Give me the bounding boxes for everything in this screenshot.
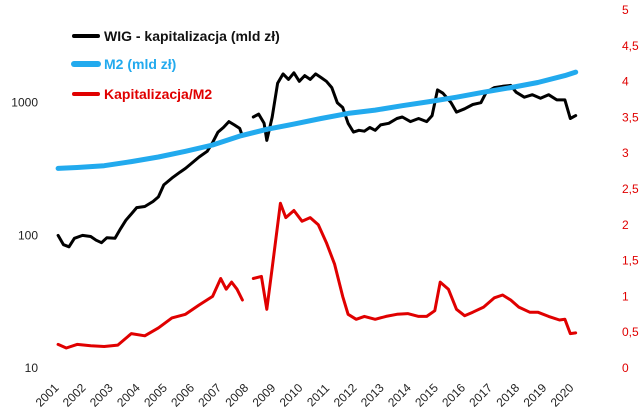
left-tick-label: 1000 bbox=[11, 96, 38, 110]
series-layer bbox=[55, 69, 579, 350]
x-tick-label: 2011 bbox=[304, 381, 332, 409]
x-tick-label: 2002 bbox=[60, 381, 89, 410]
legend: WIG - kapitalizacja (mld zł) M2 (mld zł) K… bbox=[71, 28, 280, 102]
x-axis: 2001200220032004200520062007200820092010… bbox=[33, 381, 577, 410]
series-line-m2-mld-z bbox=[55, 69, 579, 171]
right-tick-label: 0 bbox=[622, 361, 629, 375]
legend-label: M2 (mld zł) bbox=[104, 56, 176, 72]
x-tick-label: 2004 bbox=[114, 381, 143, 410]
legend-label: WIG - kapitalizacja (mld zł) bbox=[104, 28, 280, 44]
x-tick-label: 2015 bbox=[412, 381, 441, 410]
x-tick-label: 2016 bbox=[439, 381, 468, 410]
x-tick-label: 2013 bbox=[358, 381, 387, 410]
x-tick-label: 2003 bbox=[87, 381, 116, 410]
x-tick-label: 2009 bbox=[250, 381, 279, 410]
right-tick-label: 1,5 bbox=[622, 254, 639, 268]
x-tick-label: 2008 bbox=[222, 381, 251, 410]
x-tick-label: 2019 bbox=[521, 381, 550, 410]
left-tick-label: 100 bbox=[18, 228, 38, 242]
x-tick-label: 2001 bbox=[33, 381, 62, 410]
right-tick-label: 3 bbox=[622, 146, 629, 160]
x-tick-label: 2014 bbox=[385, 381, 414, 410]
x-tick-label: 2017 bbox=[466, 381, 495, 410]
legend-label: Kapitalizacja/M2 bbox=[104, 86, 212, 102]
right-tick-label: 5 bbox=[622, 3, 629, 17]
x-tick-label: 2012 bbox=[331, 381, 360, 410]
right-tick-label: 4 bbox=[622, 75, 629, 89]
right-tick-label: 4,5 bbox=[622, 39, 639, 53]
left-y-axis: 10 100 1000 bbox=[11, 96, 38, 375]
x-tick-label: 2020 bbox=[548, 381, 577, 410]
right-tick-label: 2 bbox=[622, 218, 629, 232]
right-y-axis: 0 0,5 1 1,5 2 2,5 3 3,5 4 4,5 5 bbox=[622, 3, 639, 375]
x-tick-label: 2005 bbox=[141, 381, 170, 410]
x-tick-label: 2010 bbox=[277, 381, 306, 410]
right-tick-label: 2,5 bbox=[622, 182, 639, 196]
right-tick-label: 0,5 bbox=[622, 325, 639, 339]
series-line-kapitalizacja-m2 bbox=[56, 201, 578, 350]
x-tick-label: 2007 bbox=[195, 381, 224, 410]
x-tick-label: 2018 bbox=[493, 381, 522, 410]
right-tick-label: 3,5 bbox=[622, 110, 639, 124]
x-tick-label: 2006 bbox=[168, 381, 197, 410]
left-tick-label: 10 bbox=[25, 361, 39, 375]
right-tick-label: 1 bbox=[622, 289, 629, 303]
